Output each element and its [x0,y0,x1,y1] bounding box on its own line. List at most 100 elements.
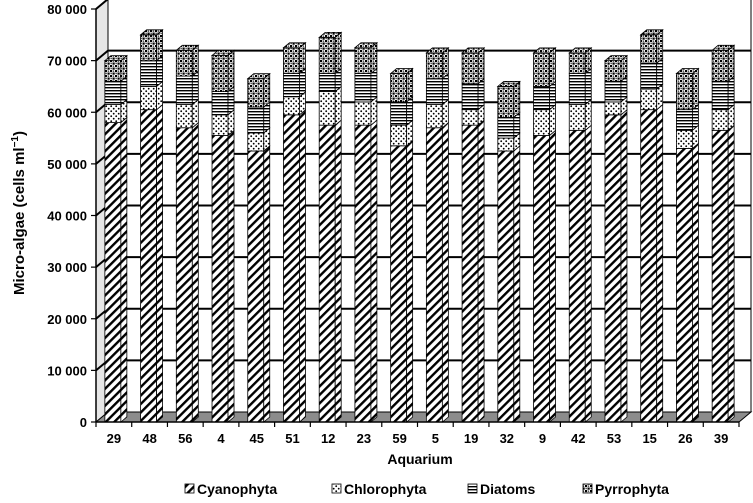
bar-stack-12 [318,31,343,423]
bar-segment-pyrrophyta-9 [532,47,557,88]
bar-group [103,28,736,423]
bar-segment-diatoms-59 [390,96,414,127]
x-tick-label: 15 [642,431,656,446]
bar-segment-cyanophyta-59 [390,139,414,423]
bar-segment-diatoms-42 [568,67,592,106]
legend-swatch [582,483,593,494]
bar-stack-19 [460,47,486,423]
legend-label: Pyrrophyta [595,481,669,497]
bar-stack-29 [103,54,128,423]
y-tick-label: 50 000 [47,157,87,172]
bar-segment-chlorophyta-48 [140,80,163,111]
bar-segment-cyanophyta-53 [604,108,628,423]
legend-item-diatoms: Diatoms [467,481,535,497]
bar-segment-cyanophyta-45 [247,145,271,423]
x-tick-label: 9 [539,431,546,446]
bar-segment-cyanophyta-56 [175,121,199,423]
bar-stack-32 [496,80,521,423]
x-tick-label: 23 [357,431,371,446]
bar-segment-cyanophyta-32 [497,145,521,423]
x-tick-label: 26 [678,431,692,446]
bar-segment-pyrrophyta-29 [103,54,128,83]
bar-segment-chlorophyta-29 [104,98,128,124]
bar-segment-chlorophyta-9 [533,103,556,137]
bar-segment-cyanophyta-29 [104,116,128,423]
y-tick-label: 20 000 [47,312,87,327]
x-tick-label: 53 [607,431,621,446]
bar-segment-pyrrophyta-48 [139,28,164,62]
x-tick-label: 32 [500,431,514,446]
bar-segment-diatoms-23 [354,67,378,103]
y-tick-label: 30 000 [47,260,87,275]
x-tick-label: 39 [714,431,728,446]
bar-stack-48 [139,28,164,423]
x-tick-label: 48 [142,431,156,446]
legend: Cyanophyta Chlorophyta Diatoms Pyrrophyta [184,481,669,497]
y-tick-label: 60 000 [47,105,87,120]
bar-stack-51 [282,41,307,423]
bar-segment-cyanophyta-4 [211,129,235,423]
x-tick-label: 42 [571,431,585,446]
legend-item-pyrrophyta: Pyrrophyta [582,481,669,497]
y-tick-label: 40 000 [47,209,87,224]
bar-stack-53 [603,54,629,423]
bar-segment-pyrrophyta-23 [353,41,379,75]
bar-segment-pyrrophyta-39 [711,44,736,83]
bar-segment-cyanophyta-5 [425,121,449,423]
bar-segment-cyanophyta-48 [140,103,163,423]
legend-swatch [331,483,342,494]
bar-stack-59 [389,67,414,423]
bar-segment-cyanophyta-26 [676,142,699,423]
x-tick-label: 51 [285,431,299,446]
legend-label: Cyanophyta [197,481,277,497]
gridline [95,0,751,10]
bar-stack-23 [353,41,379,423]
bar-segment-diatoms-53 [604,75,628,103]
x-tick-label: 12 [321,431,335,446]
y-axis-label: Micro-algae (cells ml−1) [10,131,28,295]
bar-segment-cyanophyta-19 [461,119,485,423]
y-tick-label: 80 000 [47,2,87,17]
bar-segment-chlorophyta-12 [318,85,342,127]
bar-segment-pyrrophyta-51 [282,41,307,75]
bar-stack-42 [568,47,593,423]
y-tick-label: 0 [80,415,87,430]
legend-swatch [184,483,195,494]
bar-stack-39 [711,44,736,423]
bar-segment-chlorophyta-5 [425,98,449,129]
bar-segment-diatoms-48 [140,54,163,88]
bar-stack-4 [210,49,236,423]
legend-item-cyanophyta: Cyanophyta [184,481,277,497]
bar-stack-9 [532,47,557,423]
bar-segment-pyrrophyta-12 [318,31,343,75]
legend-swatch [467,483,478,494]
x-tick-label: 5 [432,431,439,446]
axes: 0 10 000 20 000 30 000 40 000 50 000 60 000 70 … [47,2,740,446]
bar-stack-5 [425,47,450,423]
bar-segment-cyanophyta-15 [640,103,664,423]
legend-item-chlorophyta: Chlorophyta [331,481,427,497]
x-tick-label: 29 [107,431,121,446]
bar-segment-cyanophyta-9 [533,129,556,423]
x-tick-label: 56 [178,431,192,446]
legend-label: Chlorophyta [344,481,427,497]
bar-segment-pyrrophyta-19 [460,47,486,85]
bar-segment-diatoms-45 [247,101,271,134]
bar-segment-pyrrophyta-42 [568,47,593,75]
bar-segment-cyanophyta-51 [283,108,306,423]
bar-segment-pyrrophyta-59 [389,67,414,103]
bar-segment-diatoms-51 [283,67,306,98]
x-tick-label: 59 [392,431,406,446]
bar-segment-cyanophyta-39 [711,124,735,423]
bar-stack-45 [246,72,271,423]
bar-segment-cyanophyta-42 [568,124,592,423]
x-axis-label: Aquarium [387,451,452,467]
legend-label: Diatoms [480,481,535,497]
bar-stack-56 [175,44,200,423]
bar-segment-pyrrophyta-26 [675,67,700,111]
bar-segment-pyrrophyta-4 [210,49,236,93]
bar-stack-15 [639,28,664,423]
bar-segment-pyrrophyta-32 [496,80,521,119]
bar-segment-pyrrophyta-15 [639,28,664,65]
bar-segment-chlorophyta-51 [283,90,306,116]
